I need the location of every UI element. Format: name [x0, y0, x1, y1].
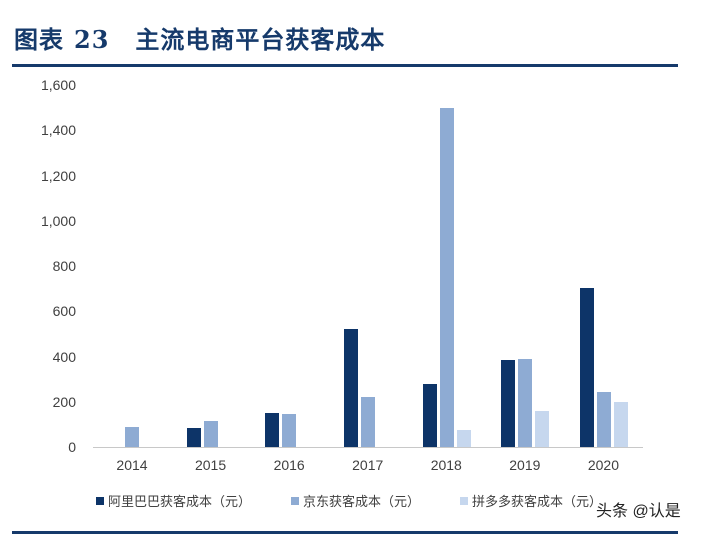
watermark: 头条 @认是: [596, 503, 681, 520]
x-tick-label: 2014: [116, 457, 148, 473]
bar-1-2019: [518, 358, 533, 447]
legend-label: 拼多多获客成本（元）: [472, 494, 603, 509]
legend-swatch-icon: [291, 496, 300, 505]
legend-swatch-icon: [460, 496, 469, 505]
x-tick-label: 2017: [352, 457, 384, 473]
x-axis-line: [93, 447, 643, 448]
y-tick-label: 1,200: [40, 167, 76, 184]
bar-1-2015: [203, 420, 218, 447]
figure-number: 23: [74, 25, 110, 54]
x-tick-label: 2015: [194, 457, 227, 473]
bottom-divider: [12, 531, 678, 534]
chart-title: 主流电商平台获客成本: [135, 25, 386, 54]
y-tick-label: 1,400: [40, 122, 76, 139]
bar-2-2018: [456, 430, 471, 447]
y-tick-label: 600: [52, 303, 76, 320]
chart-legend: 阿里巴巴获客成本（元） 京东获客成本（元） 拼多多获客成本（元）: [96, 491, 642, 510]
bar-0-2015: [186, 427, 201, 447]
x-tick-label: 2020: [587, 457, 619, 473]
bar-0-2018: [422, 384, 437, 447]
y-tick-label: 0: [68, 439, 76, 455]
figure-label: 图表: [14, 25, 64, 54]
y-tick-label: 400: [52, 348, 76, 365]
legend-item: 阿里巴巴获客成本（元）: [96, 491, 251, 510]
top-divider: [12, 64, 678, 67]
bar-0-2016: [265, 413, 280, 447]
legend-item: 拼多多获客成本（元）: [460, 491, 602, 510]
bar-0-2019: [501, 360, 516, 447]
x-tick-label: 2016: [273, 457, 305, 473]
bar-2-2019: [535, 411, 550, 447]
bar-1-2016: [282, 413, 297, 447]
legend-label: 阿里巴巴获客成本（元）: [108, 494, 252, 509]
legend-label: 京东获客成本（元）: [303, 494, 421, 509]
legend-item: 京东获客成本（元）: [291, 491, 420, 510]
x-tick-label: 2019: [509, 457, 541, 473]
bar-1-2020: [596, 392, 611, 447]
x-tick-label: 2018: [430, 457, 462, 473]
bar-2-2020: [613, 401, 628, 447]
figure-title: 图表 23 主流电商平台获客成本: [14, 20, 385, 55]
bar-1-2018: [439, 107, 454, 447]
bar-0-2020: [579, 287, 594, 447]
y-tick-label: 1,600: [40, 77, 76, 93]
y-tick-label: 1,000: [40, 212, 76, 229]
bar-1-2014: [125, 427, 140, 447]
y-tick-label: 200: [52, 393, 76, 410]
bar-1-2017: [361, 396, 375, 447]
y-tick-label: 800: [52, 258, 76, 274]
bar-0-2017: [344, 329, 358, 447]
legend-swatch-icon: [96, 496, 104, 505]
